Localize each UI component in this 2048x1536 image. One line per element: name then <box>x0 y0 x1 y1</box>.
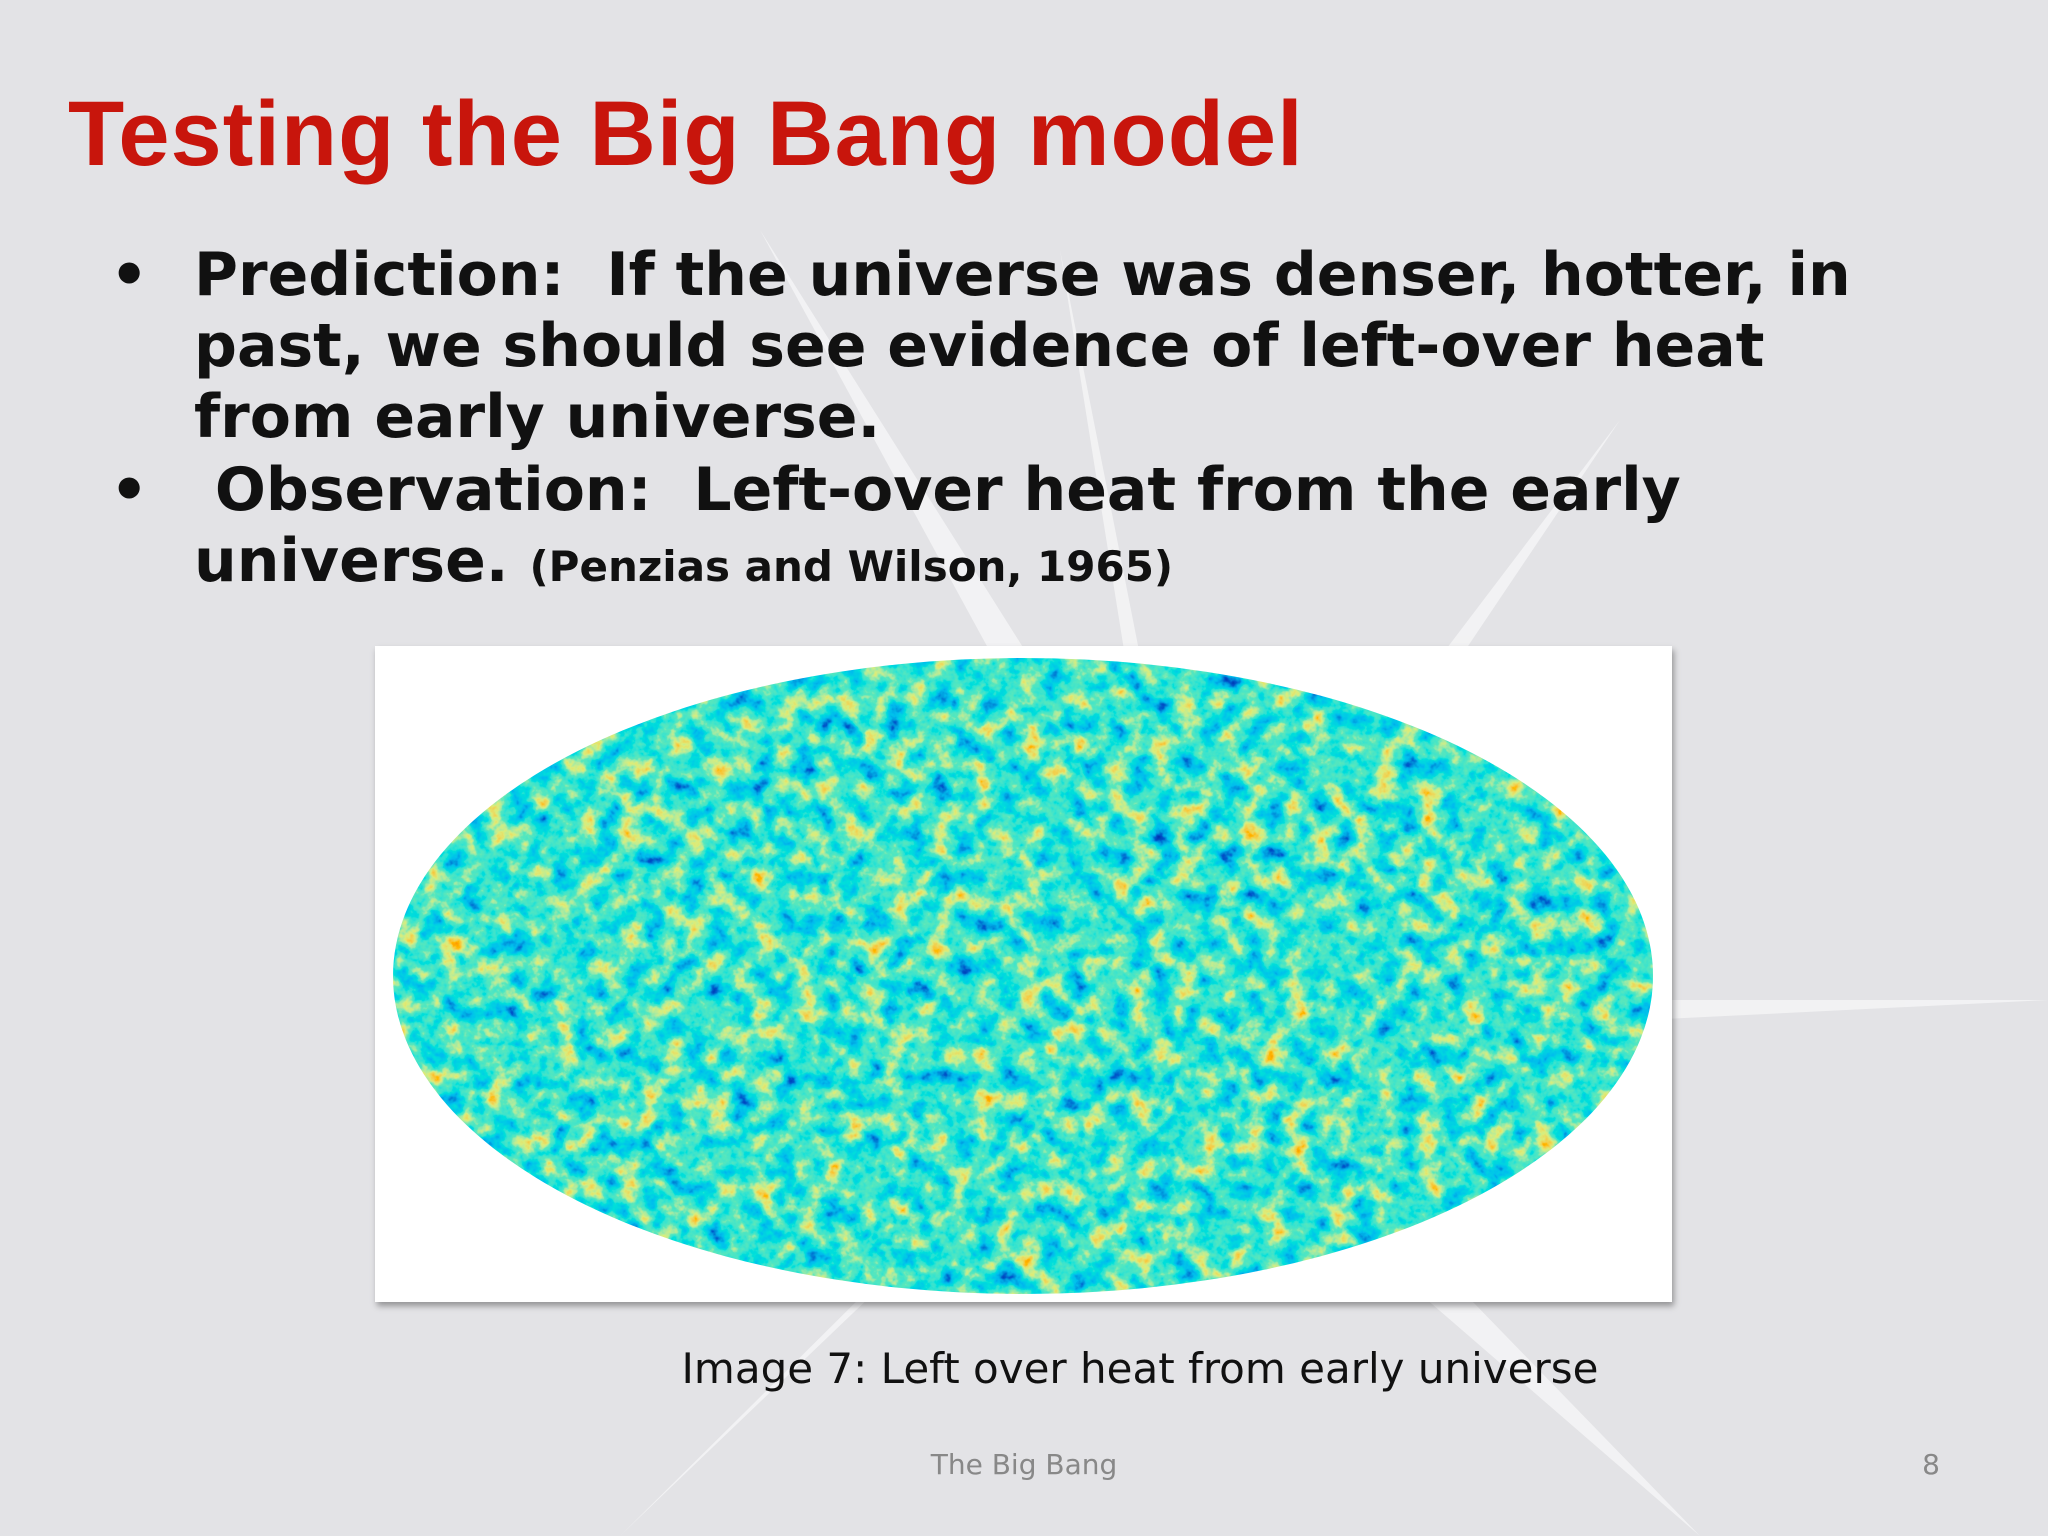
figure-caption: Image 7: Left over heat from early unive… <box>681 1344 1599 1393</box>
bullet-label: Prediction: <box>194 240 565 310</box>
bullet-text: Left-over heat from the early universe. <box>194 455 1681 596</box>
figure-frame <box>375 646 1672 1302</box>
bullet-text: If the universe was denser, hotter, in p… <box>194 240 1851 452</box>
footer-text: The Big Bang <box>930 1448 1118 1481</box>
bullet: Observation: Left-over heat from the ear… <box>110 455 1910 602</box>
page-number: 8 <box>1922 1448 1940 1481</box>
bullet: Prediction: If the universe was denser, … <box>110 240 1910 453</box>
slide-title: Testing the Big Bang model <box>68 83 1304 185</box>
cmb-map <box>393 658 1653 1294</box>
bullet-label: Observation: <box>214 455 652 525</box>
bullet-list: Prediction: If the universe was denser, … <box>110 240 1910 604</box>
citation: (Penzias and Wilson, 1965) <box>529 542 1174 591</box>
